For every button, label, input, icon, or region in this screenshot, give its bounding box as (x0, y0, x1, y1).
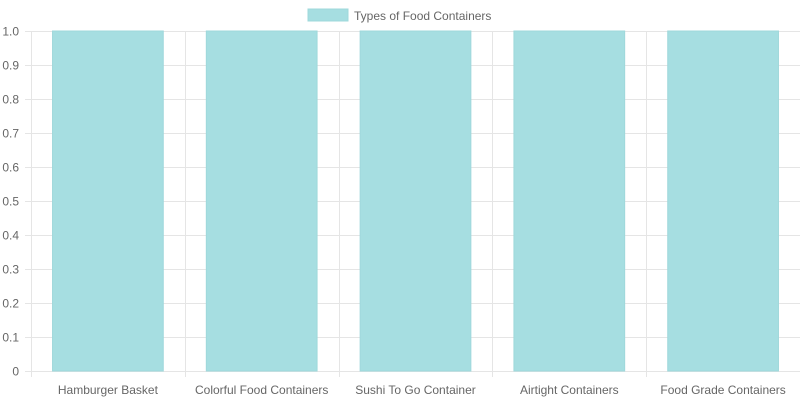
x-axis: Hamburger Basket Colorful Food Containers… (58, 383, 786, 397)
y-tick-label: 0.7 (2, 127, 19, 141)
bar[interactable] (359, 30, 472, 372)
y-tick-label: 0.9 (2, 59, 19, 73)
bar[interactable] (513, 30, 626, 372)
bar[interactable] (52, 30, 164, 372)
legend[interactable]: Types of Food Containers (307, 8, 491, 23)
x-tick-label: Sushi To Go Container (355, 383, 476, 397)
x-tick-label: Food Grade Containers (660, 383, 785, 397)
bar[interactable] (667, 30, 779, 372)
y-tick-label: 0.3 (2, 263, 19, 277)
y-tick-label: 1.0 (2, 25, 19, 39)
y-tick-label: 0 (12, 365, 19, 379)
bars (52, 30, 779, 372)
y-tick-label: 0.2 (2, 297, 19, 311)
x-tick-label: Colorful Food Containers (195, 383, 328, 397)
y-tick-label: 0.6 (2, 161, 19, 175)
y-tick-label: 0.5 (2, 195, 19, 209)
y-axis: 0 0.1 0.2 0.3 0.4 0.5 0.6 0.7 0.8 0.9 1.0 (2, 25, 19, 379)
legend-swatch (307, 8, 349, 22)
y-tick-label: 0.1 (2, 331, 19, 345)
x-tick-label: Hamburger Basket (58, 383, 159, 397)
y-tick-label: 0.8 (2, 93, 19, 107)
legend-label: Types of Food Containers (354, 9, 491, 23)
bar[interactable] (205, 30, 318, 372)
y-tick-label: 0.4 (2, 229, 19, 243)
x-tick-label: Airtight Containers (520, 383, 619, 397)
